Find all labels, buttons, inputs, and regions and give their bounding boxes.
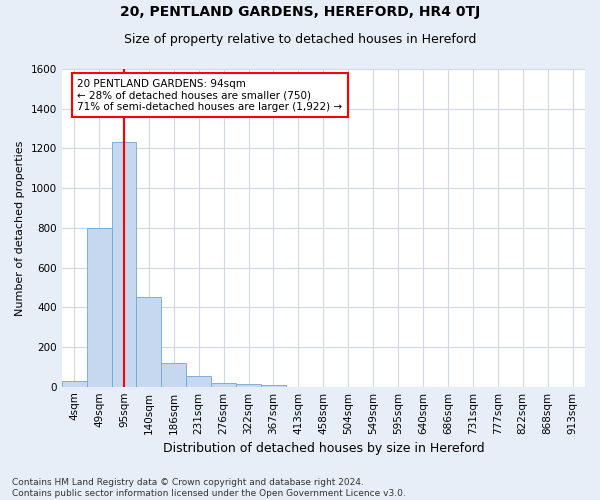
Bar (186, 376, 211, 386)
Text: 20, PENTLAND GARDENS, HEREFORD, HR4 0TJ: 20, PENTLAND GARDENS, HEREFORD, HR4 0TJ (120, 5, 480, 19)
Bar (161, 363, 186, 386)
Bar (261, 384, 286, 386)
Y-axis label: Number of detached properties: Number of detached properties (15, 140, 25, 316)
Bar (112, 142, 136, 386)
Bar (62, 380, 86, 386)
Text: Size of property relative to detached houses in Hereford: Size of property relative to detached ho… (124, 32, 476, 46)
Bar (136, 298, 161, 386)
Text: 20 PENTLAND GARDENS: 94sqm
← 28% of detached houses are smaller (750)
71% of sem: 20 PENTLAND GARDENS: 94sqm ← 28% of deta… (77, 78, 343, 112)
Bar (211, 382, 236, 386)
X-axis label: Distribution of detached houses by size in Hereford: Distribution of detached houses by size … (163, 442, 484, 455)
Bar (236, 384, 261, 386)
Bar (86, 228, 112, 386)
Text: Contains HM Land Registry data © Crown copyright and database right 2024.
Contai: Contains HM Land Registry data © Crown c… (12, 478, 406, 498)
